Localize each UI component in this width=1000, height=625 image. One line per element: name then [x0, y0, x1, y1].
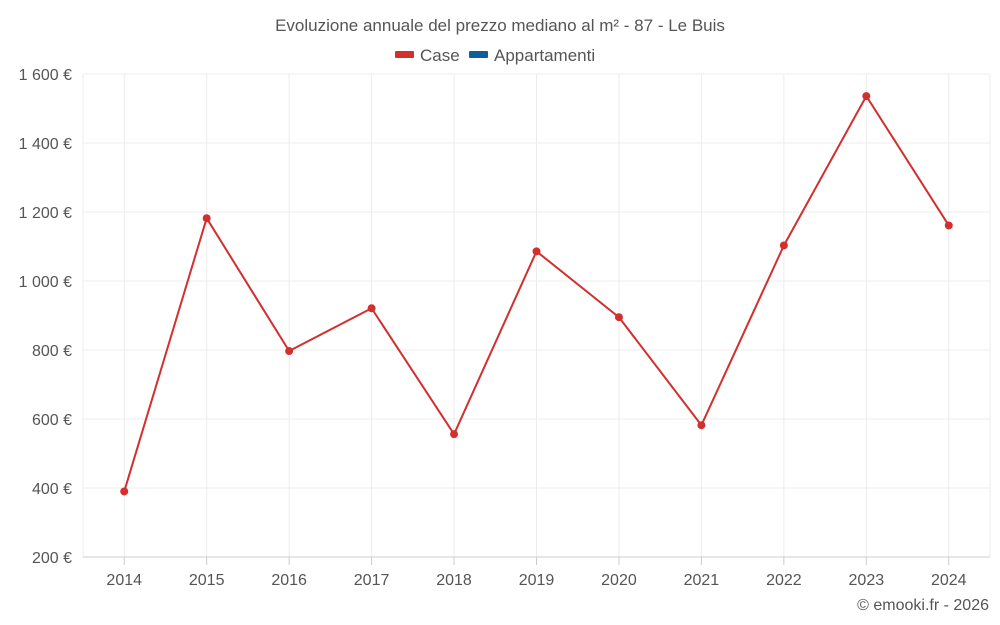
y-tick-label: 1 200 €	[19, 205, 72, 222]
data-point[interactable]	[944, 221, 953, 230]
data-point[interactable]	[120, 487, 129, 496]
legend-swatch-case	[395, 51, 414, 58]
legend-label-appartamenti: Appartamenti	[494, 46, 595, 65]
legend-label-case: Case	[420, 46, 460, 65]
x-tick-label: 2015	[189, 572, 225, 589]
data-point[interactable]	[614, 313, 623, 322]
chart-title: Evoluzione annuale del prezzo mediano al…	[275, 16, 725, 35]
plot-area	[120, 92, 953, 496]
x-tick-label: 2019	[519, 572, 555, 589]
data-point[interactable]	[285, 347, 294, 356]
x-tick-label: 2024	[931, 572, 967, 589]
x-tick-label: 2018	[436, 572, 472, 589]
credit: © emooki.fr - 2026	[857, 597, 989, 614]
x-tick-label: 2023	[849, 572, 885, 589]
legend: Case Appartamenti	[395, 46, 595, 65]
data-point[interactable]	[450, 430, 459, 439]
x-tick-label: 2020	[601, 572, 637, 589]
legend-swatch-appartamenti	[469, 51, 488, 58]
data-point[interactable]	[532, 247, 541, 256]
x-tick-label: 2022	[766, 572, 802, 589]
data-point[interactable]	[862, 92, 871, 101]
y-tick-label: 800 €	[32, 343, 72, 360]
x-axis: 2014 2015 2016 2017 2018 2019 2020 2021 2022 2023…	[83, 556, 990, 589]
x-tick-label: 2021	[684, 572, 720, 589]
y-tick-label: 200 €	[32, 550, 72, 567]
legend-item-appartamenti[interactable]: Appartamenti	[469, 46, 595, 65]
x-tick-label: 2014	[106, 572, 142, 589]
y-tick-label: 1 400 €	[19, 136, 72, 153]
data-point[interactable]	[779, 241, 788, 250]
x-tick-label: 2017	[354, 572, 390, 589]
y-tick-label: 1 600 €	[19, 67, 72, 84]
data-point[interactable]	[367, 304, 376, 313]
data-point[interactable]	[697, 421, 706, 430]
y-tick-label: 600 €	[32, 412, 72, 429]
y-axis: 200 € 400 € 600 € 800 € 1 000 € 1 200 € 1 400 …	[19, 67, 72, 567]
grid	[82, 73, 991, 557]
y-tick-label: 1 000 €	[19, 274, 72, 291]
x-tick-label: 2016	[271, 572, 307, 589]
y-tick-label: 400 €	[32, 481, 72, 498]
data-point[interactable]	[202, 214, 211, 223]
legend-item-case[interactable]: Case	[395, 46, 460, 65]
